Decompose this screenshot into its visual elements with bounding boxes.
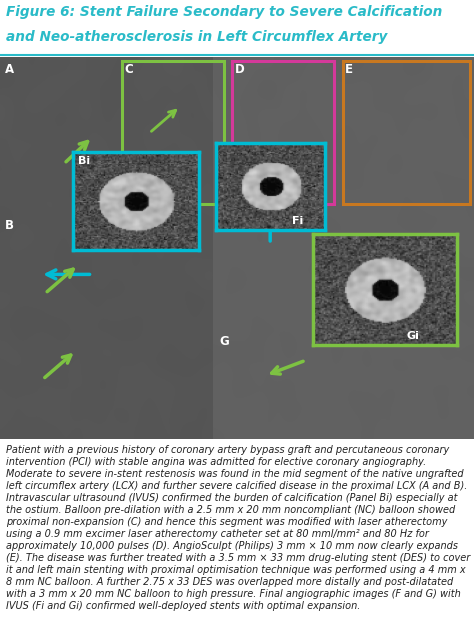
Text: and Neo-atherosclerosis in Left Circumflex Artery: and Neo-atherosclerosis in Left Circumfl… xyxy=(6,30,388,44)
Text: D: D xyxy=(235,63,245,76)
Text: Figure 6: Stent Failure Secondary to Severe Calcification: Figure 6: Stent Failure Secondary to Sev… xyxy=(6,4,443,18)
Text: Fi: Fi xyxy=(292,216,303,226)
Text: Patient with a previous history of coronary artery bypass graft and percutaneous: Patient with a previous history of coron… xyxy=(6,444,470,611)
Text: B: B xyxy=(5,219,14,232)
Text: A: A xyxy=(5,62,14,76)
Text: F: F xyxy=(219,213,227,227)
Text: Gi: Gi xyxy=(407,331,419,341)
Bar xyxy=(343,61,470,204)
Bar xyxy=(232,61,334,204)
Bar xyxy=(122,61,224,204)
Text: C: C xyxy=(124,63,133,76)
Text: G: G xyxy=(219,336,229,348)
Text: E: E xyxy=(345,63,353,76)
Text: Bi: Bi xyxy=(79,156,91,166)
